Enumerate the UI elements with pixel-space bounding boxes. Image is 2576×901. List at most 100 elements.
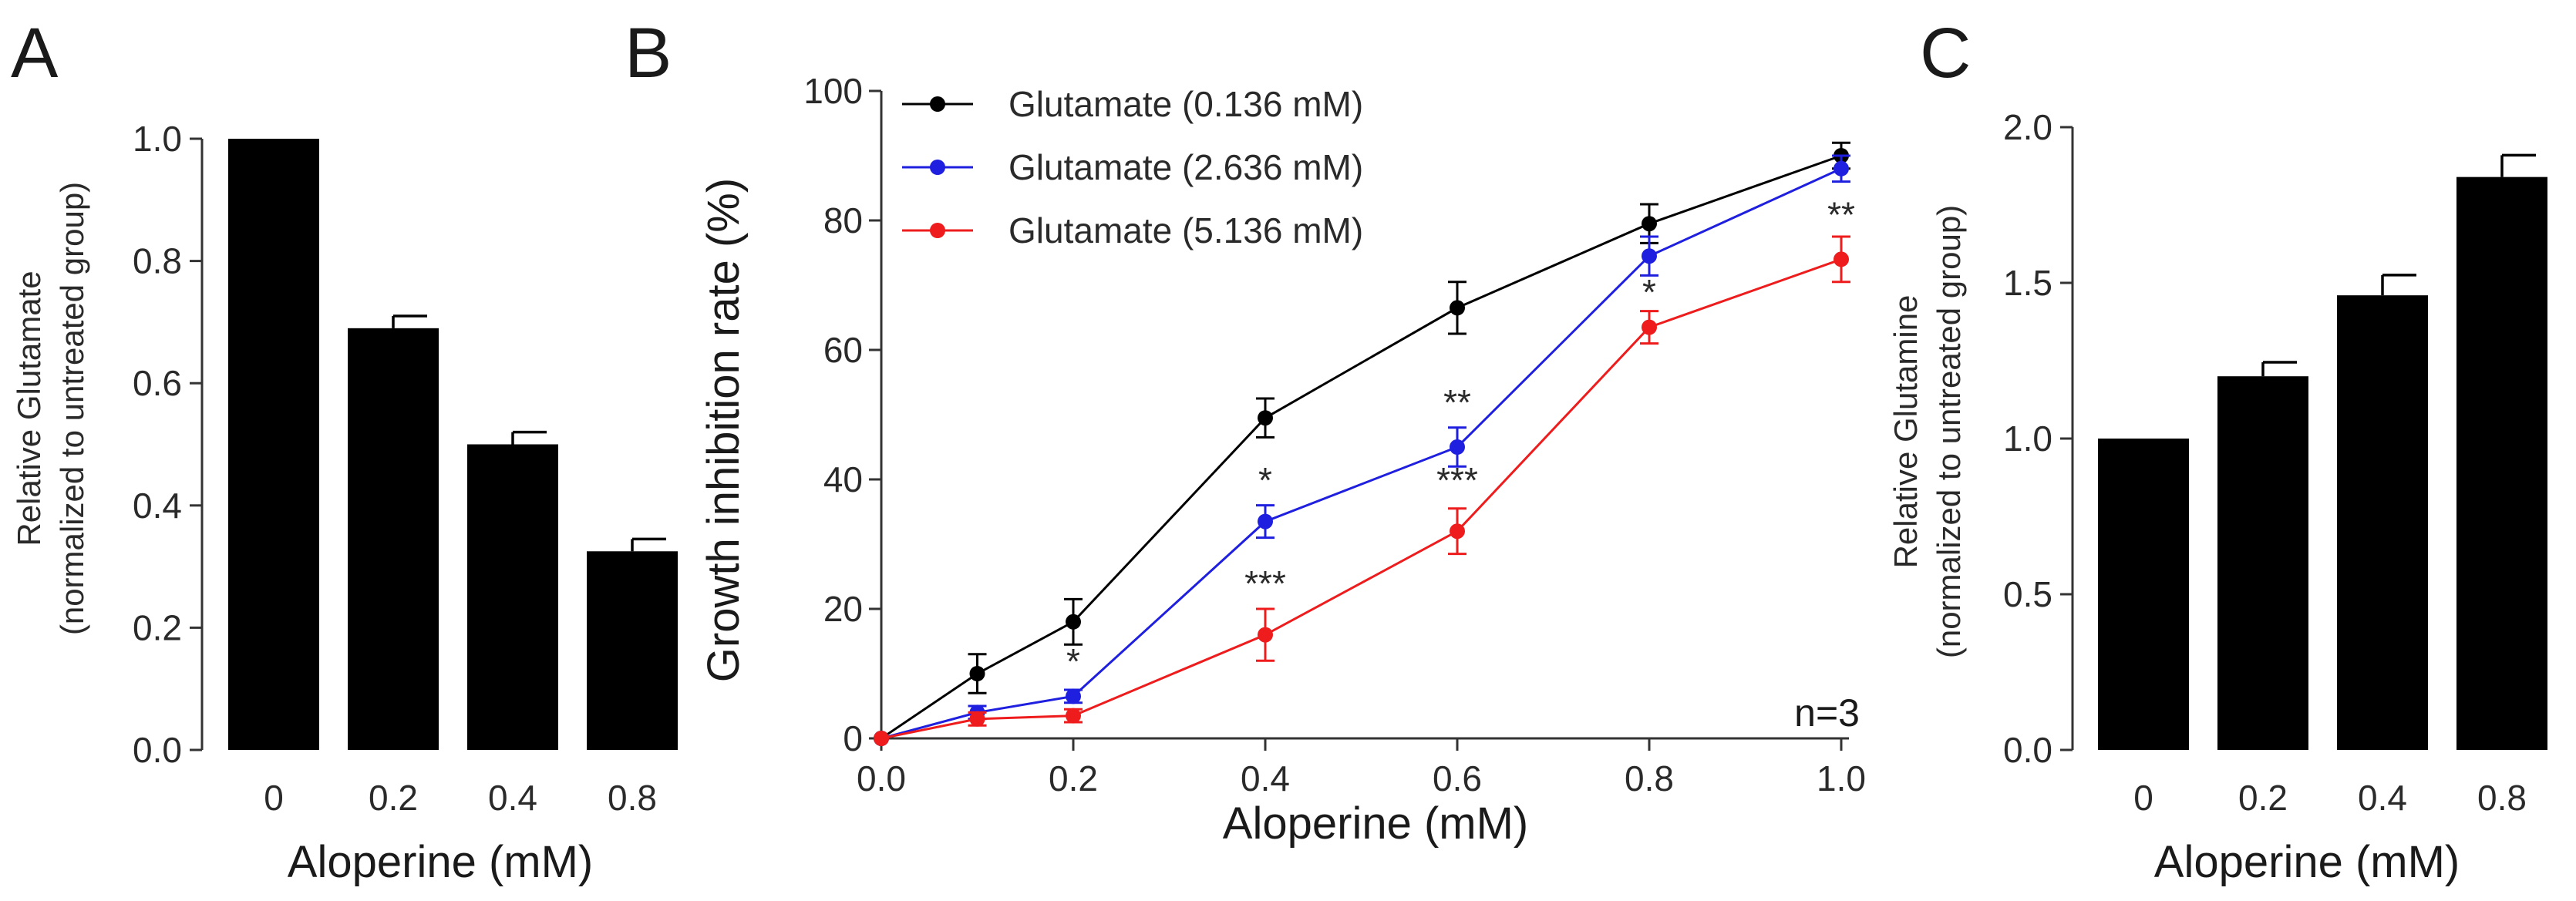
- panel-b-y-tick-label: 80: [823, 200, 863, 240]
- c-y-tick-label: 2.0: [2003, 107, 2052, 147]
- panel-b-data-point: [1642, 319, 1657, 335]
- panel-c-x-axis: 0 0.2 0.4 0.8: [2133, 778, 2527, 818]
- panel-b-data-point: [1450, 439, 1465, 455]
- panel-b-significance-label: *: [1642, 272, 1656, 312]
- panel-b-x-tick-label: 0.0: [857, 758, 906, 798]
- panel-a-y-axis: 0.0 0.2 0.4 0.6 0.8 1.0: [133, 119, 204, 770]
- panel-b-x-tick-label: 0.2: [1049, 758, 1098, 798]
- c-bar: [2456, 177, 2547, 750]
- panel-b-data-point: [1258, 410, 1273, 426]
- panel-b-data-point: [1834, 160, 1849, 177]
- c-bar: [2217, 376, 2308, 750]
- panel-b-y-tick-label: 40: [823, 459, 863, 499]
- c-x-tick-label: 0.4: [2358, 778, 2407, 818]
- a-y-tick-label: 0.4: [133, 486, 182, 526]
- panel-b-legend-marker: [930, 223, 945, 238]
- panel-b-legend-item: Glutamate (5.136 mM): [902, 210, 1363, 250]
- panel-b-data-point: [1258, 627, 1273, 643]
- panel-b-data-point: [1066, 708, 1081, 724]
- c-y-tick-label: 1.5: [2003, 263, 2052, 303]
- panel-b-significance-label: **: [1443, 382, 1471, 422]
- a-bar: [467, 444, 558, 750]
- panel-b-series-2: [874, 235, 1850, 746]
- panel-a-x-label: Aloperine (mM): [288, 837, 593, 887]
- a-x-tick-label: 0.8: [608, 778, 657, 818]
- c-x-tick-label: 0: [2133, 778, 2153, 818]
- panel-b-series: [874, 141, 1850, 746]
- panel-b-data-point: [1642, 248, 1657, 264]
- panel-b-y-tick-label: 60: [823, 330, 863, 370]
- panel-b-significance-label: **: [1827, 194, 1855, 234]
- panel-b-significance-marks: *************: [1066, 194, 1855, 681]
- panel-b-significance-label: ***: [1244, 563, 1286, 603]
- panel-b-y-tick-label: 100: [803, 71, 863, 111]
- a-y-tick-label: 1.0: [133, 119, 182, 159]
- panel-b-axes: 0 20 40 60 80 100 0.0 0.2 0.4 0.6 0.8 1.0: [803, 71, 1866, 798]
- panel-c-y-label-line-1: Relative Glutamine: [1887, 295, 1924, 569]
- panel-b-data-point: [874, 731, 889, 746]
- a-y-tick-label: 0.2: [133, 607, 182, 647]
- a-bar: [587, 551, 678, 750]
- panel-b-y-tick-label: 0: [843, 718, 863, 758]
- panel-b-legend-marker: [930, 96, 945, 112]
- c-x-tick-label: 0.8: [2477, 778, 2527, 818]
- c-y-tick-label: 1.0: [2003, 419, 2052, 459]
- panel-c-y-axis: 0.0 0.5 1.0 1.5 2.0: [2003, 107, 2074, 770]
- panel-b-legend-marker: [930, 160, 945, 175]
- panel-b-legend-label: Glutamate (0.136 mM): [1009, 84, 1363, 124]
- panel-a-letter: A: [11, 14, 59, 92]
- panel-b-legend-label: Glutamate (5.136 mM): [1009, 210, 1363, 250]
- panel-c: C 0.0 0.5 1.0 1.5 2.0 0 0.2 0.4 0.8 Relative Gl…: [1887, 14, 2547, 887]
- a-x-tick-label: 0.4: [488, 778, 537, 818]
- c-bar: [2098, 439, 2189, 750]
- panel-c-bars: [2098, 153, 2547, 750]
- panel-b-letter: B: [625, 14, 672, 92]
- panel-b-significance-label: *: [1258, 460, 1272, 500]
- panel-b-x-tick-label: 0.8: [1625, 758, 1674, 798]
- panel-b-significance-label: *: [1066, 641, 1080, 681]
- panel-c-letter: C: [1920, 14, 1971, 92]
- a-y-tick-label: 0.0: [133, 730, 182, 770]
- panel-b-data-point: [1066, 614, 1081, 630]
- a-x-tick-label: 0.2: [369, 778, 418, 818]
- a-bar: [228, 139, 319, 750]
- panel-b-legend-label: Glutamate (2.636 mM): [1009, 147, 1363, 187]
- a-x-tick-label: 0: [264, 778, 284, 818]
- c-y-tick-label: 0.5: [2003, 574, 2052, 614]
- panel-b-data-point: [1642, 216, 1657, 232]
- panel-b-series-line: [881, 167, 1842, 740]
- panel-b-series-line: [881, 257, 1842, 740]
- panel-b-data-point: [969, 711, 985, 727]
- c-x-tick-label: 0.2: [2238, 778, 2288, 818]
- a-y-tick-label: 0.6: [133, 363, 182, 403]
- panel-b-data-point: [1450, 300, 1465, 316]
- panel-c-x-label: Aloperine (mM): [2154, 837, 2460, 887]
- panel-b-data-point: [1834, 251, 1849, 267]
- panel-a-y-label-line-2: (normalized to untreated group): [54, 182, 90, 635]
- c-bar: [2337, 295, 2428, 750]
- a-y-tick-label: 0.8: [133, 241, 182, 281]
- panel-b-legend-item: Glutamate (0.136 mM): [902, 84, 1363, 124]
- panel-a-x-axis: 0 0.2 0.4 0.8: [264, 778, 657, 818]
- panel-c-y-label-line-2: (normalized to untreated group): [1931, 205, 1967, 658]
- panel-b-data-point: [969, 666, 985, 681]
- panel-b-y-tick-label: 20: [823, 589, 863, 629]
- c-y-tick-label: 0.0: [2003, 730, 2052, 770]
- panel-b-series-0: [874, 141, 1850, 746]
- panel-b-n-label: n=3: [1794, 691, 1860, 735]
- panel-b-x-tick-label: 1.0: [1817, 758, 1866, 798]
- panel-b-x-tick-label: 0.6: [1433, 758, 1482, 798]
- panel-b-data-point: [1450, 523, 1465, 540]
- panel-b-significance-label: ***: [1436, 460, 1478, 500]
- panel-b-x-tick-label: 0.4: [1241, 758, 1290, 798]
- panel-b-data-point: [1258, 513, 1273, 530]
- panel-b-data-point: [1066, 688, 1081, 704]
- panel-b-legend-item: Glutamate (2.636 mM): [902, 147, 1363, 187]
- a-bar: [348, 328, 439, 751]
- panel-b-y-label: Growth inhibition rate (%): [699, 178, 749, 682]
- panel-a-y-label-line-1: Relative Glutamate: [11, 271, 47, 546]
- panel-b-x-label: Aloperine (mM): [1223, 798, 1528, 849]
- panel-a-bars: [228, 139, 678, 751]
